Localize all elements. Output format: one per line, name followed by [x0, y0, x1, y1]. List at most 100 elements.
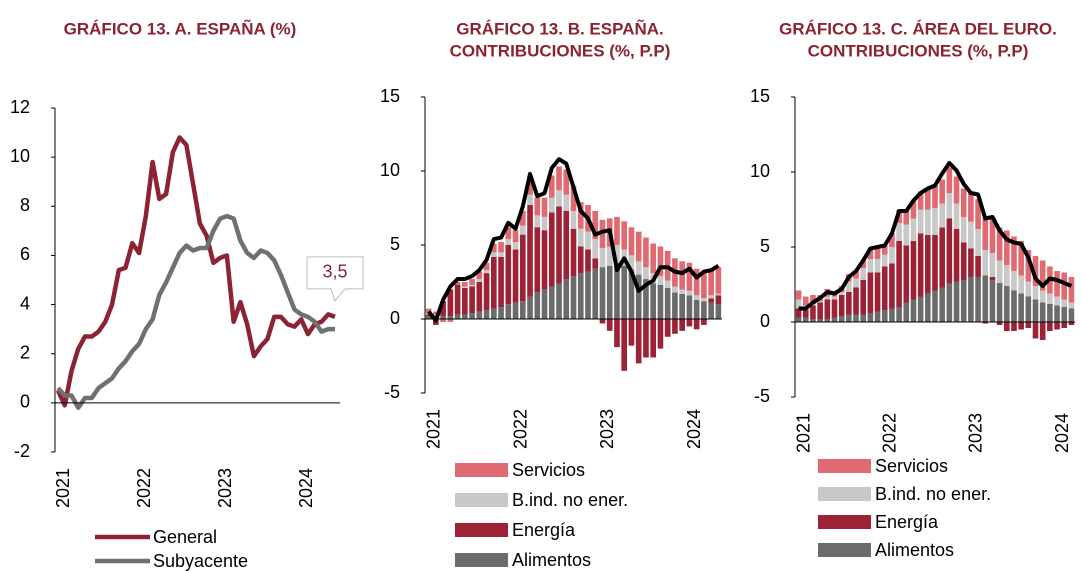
bar-segment: [996, 227, 1003, 261]
legend-label: Servicios: [512, 460, 585, 480]
legend-swatch: [455, 553, 508, 567]
bar-segment: [960, 280, 967, 322]
bar-segment: [505, 227, 512, 240]
bar-segment: [1011, 290, 1017, 322]
bar-segment: [679, 293, 685, 319]
bar-segment: [556, 190, 562, 207]
bar-segment: [556, 283, 562, 319]
bar-segment: [614, 216, 620, 245]
bar-segment: [498, 307, 504, 319]
bar-segment: [932, 235, 938, 291]
bar-segment: [476, 279, 483, 282]
bar-segment: [1032, 299, 1039, 322]
bar-segment: [896, 223, 902, 241]
y-tick-label: 10: [380, 160, 400, 180]
bar-segment: [701, 298, 707, 302]
bar-segment: [599, 247, 606, 268]
bar-segment: [968, 193, 974, 222]
bar-segment: [1047, 304, 1053, 322]
bar-segment: [715, 293, 722, 296]
bar-segment: [917, 296, 924, 322]
bar-segment: [701, 301, 707, 319]
bar-segment: [1011, 322, 1017, 331]
bar-segment: [831, 317, 838, 322]
bar-segment: [614, 319, 620, 348]
bar-segment: [946, 283, 953, 322]
legend-label: B.ind. no ener.: [512, 490, 628, 510]
bar-segment: [867, 313, 874, 322]
bar-segment: [527, 194, 533, 206]
bar-segment: [1025, 281, 1032, 297]
bar-segment: [1068, 277, 1075, 303]
legend-label: Servicios: [875, 456, 948, 476]
bar-segment: [643, 279, 649, 319]
bar-segment: [903, 302, 910, 322]
bar-segment: [831, 299, 838, 318]
bar-segment: [585, 271, 591, 319]
x-tick-label: 2023: [966, 413, 986, 453]
bar-segment: [1054, 296, 1060, 306]
legend-swatch: [818, 487, 871, 501]
bar-segment: [606, 319, 613, 331]
x-tick-label: 2023: [597, 409, 617, 449]
bar-segment: [910, 241, 917, 300]
bar-segment: [1032, 322, 1039, 339]
bar-segment: [454, 284, 461, 315]
bar-segment: [556, 166, 562, 191]
bar-segment: [454, 282, 461, 285]
bar-segment: [512, 302, 519, 319]
bar-segment: [548, 197, 555, 213]
bar-segment: [1061, 272, 1068, 300]
bar-segment: [874, 247, 881, 259]
bar-segment: [657, 319, 664, 349]
bar-segment: [810, 319, 816, 322]
bar-segment: [577, 228, 584, 247]
bar-segment: [592, 239, 599, 259]
bar-segment: [548, 286, 555, 319]
x-tick-label: 2021: [793, 413, 813, 453]
y-tick-label: 4: [20, 293, 30, 313]
legend-swatch: [818, 543, 871, 557]
bar-segment: [643, 237, 649, 268]
bar-segment: [599, 267, 606, 319]
bar-segment: [570, 185, 577, 211]
chart-title: GRÁFICO 13. A. ESPAÑA (%): [64, 18, 297, 38]
legend-label: Energía: [512, 520, 576, 540]
bar-segment: [1018, 322, 1024, 330]
bar-segment: [686, 290, 693, 296]
y-tick-label: 10: [750, 161, 770, 181]
bar-segment: [614, 262, 620, 319]
bar-segment: [679, 261, 685, 290]
bar-segment: [541, 230, 548, 290]
bar-segment: [824, 299, 831, 319]
bar-segment: [1025, 322, 1032, 328]
x-tick-label: 2024: [296, 468, 316, 508]
bar-segment: [853, 271, 859, 279]
bar-segment: [628, 319, 635, 346]
bar-segment: [440, 301, 446, 317]
bar-segment: [672, 292, 678, 319]
bar-segment: [556, 206, 562, 284]
bar-segment: [1003, 286, 1010, 322]
bar-segment: [975, 229, 981, 256]
bar-segment: [679, 289, 685, 294]
bar-segment: [1003, 265, 1010, 286]
bar-segment: [989, 253, 996, 277]
bar-segment: [440, 316, 446, 319]
bar-segment: [657, 276, 664, 285]
bar-segment: [838, 292, 845, 295]
y-tick-label: 6: [20, 244, 30, 264]
bar-segment: [664, 319, 671, 337]
bar-segment: [925, 209, 931, 235]
bar-segment: [621, 319, 628, 371]
bar-segment: [889, 233, 895, 247]
bar-segment: [982, 218, 989, 250]
bar-segment: [860, 314, 867, 322]
bar-segment: [903, 224, 910, 246]
bar-segment: [881, 245, 888, 255]
bar-segment: [635, 319, 642, 364]
bar-segment: [476, 311, 483, 319]
bar-segment: [1018, 241, 1024, 276]
bar-segment: [440, 319, 446, 322]
